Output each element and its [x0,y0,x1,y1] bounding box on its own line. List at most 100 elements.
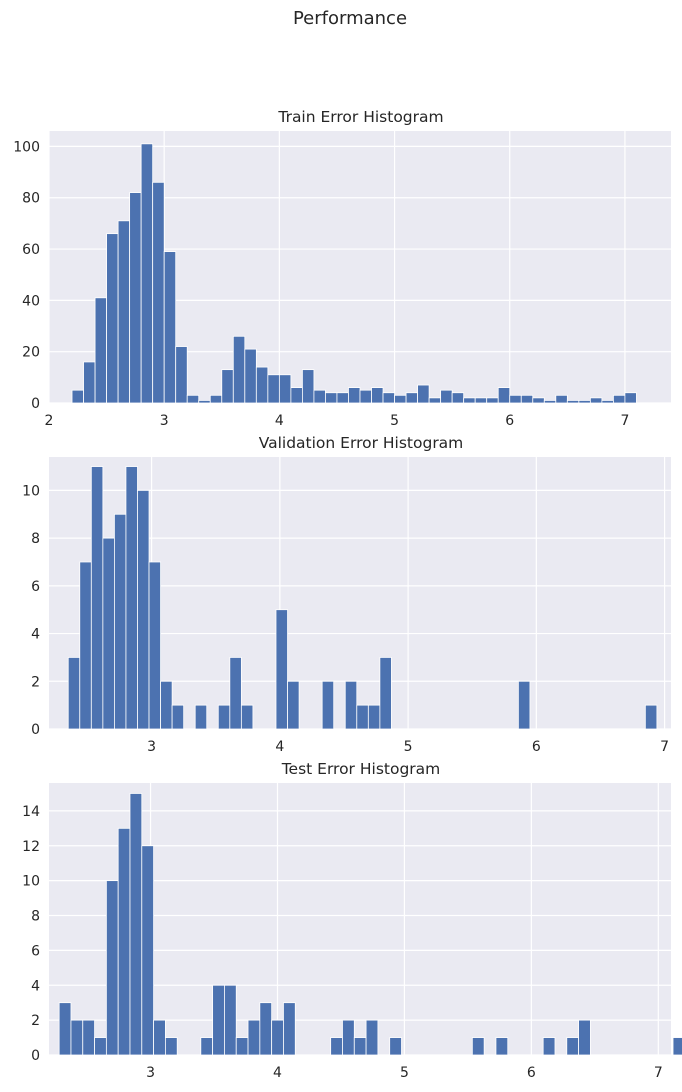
train-histogram-bar [417,384,430,404]
train-histogram-bar [255,366,269,404]
train-histogram-bar [106,233,119,404]
test-histogram-bar [542,1037,556,1056]
test-histogram-bar [58,1002,72,1056]
validation-x-tick-label: 5 [404,739,413,755]
validation-error-histogram-panel: 3 4 5 6 7 0 2 4 6 8 10 Validation Error Histogram [22,434,671,755]
train-histogram-bar [463,397,476,404]
validation-histogram-bar [217,704,231,730]
train-histogram-bar [140,143,154,404]
train-x-tick-label: 5 [390,413,399,429]
train-x-tick-label: 7 [620,413,629,429]
validation-histogram-bar [287,680,300,730]
train-histogram-bar [566,400,580,404]
test-histogram-bar [70,1019,84,1056]
test-histogram-bar [259,1002,273,1056]
train-histogram-bar [520,394,534,404]
train-histogram-bar [589,397,603,404]
test-histogram-bar [471,1037,485,1056]
train-histogram-bar [601,400,614,404]
test-x-tick-label: 3 [146,1065,155,1081]
test-histogram-bar [94,1037,107,1056]
train-histogram-bar [163,251,177,404]
validation-histogram-bar [125,466,138,730]
train-histogram-bar [94,297,107,404]
validation-histogram-bar [90,466,104,730]
test-y-tick-label: 8 [31,909,40,925]
validation-y-tick-label: 6 [31,579,40,595]
train-histogram-bar [624,392,637,404]
test-y-tick-label: 14 [22,804,40,820]
validation-x-tick-label: 4 [275,739,284,755]
test-histogram-bar [235,1037,249,1056]
validation-x-tick-label: 6 [532,739,541,755]
train-histogram-bar [509,394,522,404]
test-histogram-bar [342,1019,355,1056]
validation-x-tick-label: 7 [660,739,669,755]
train-error-histogram-panel: 2 3 4 5 6 7 0 20 40 60 80 100 Train Error Histogram [13,108,671,429]
train-histogram-bar [405,392,418,404]
validation-histogram-bar [79,561,92,730]
train-histogram-bar [209,394,223,404]
validation-histogram-bar [67,657,81,730]
test-x-tick-label: 4 [273,1065,282,1081]
train-histogram-bar [371,387,384,404]
test-histogram-bar [153,1019,166,1056]
train-y-tick-label: 80 [22,191,40,207]
train-y-tick-label: 100 [13,139,40,155]
test-x-tick-label: 6 [527,1065,536,1081]
test-x-tick-label: 7 [654,1065,663,1081]
test-histogram-bar [129,793,143,1056]
test-histogram-bar [141,845,154,1056]
train-histogram-bar [198,400,211,404]
validation-histogram-bar [137,490,150,730]
train-histogram-bar [175,346,188,404]
test-histogram-bar [224,984,237,1056]
test-histogram-bar [82,1019,95,1056]
validation-histogram-bar [148,561,161,730]
train-x-tick-label: 2 [45,413,54,429]
train-x-tick-label: 3 [160,413,169,429]
validation-y-tick-label: 4 [31,627,40,643]
validation-x-tick-label: 3 [147,739,156,755]
train-histogram-bar [486,397,499,404]
test-histogram-bar [200,1037,214,1056]
figure-title: Performance [293,8,407,29]
test-histogram-bar [330,1037,343,1056]
validation-y-tick-label: 8 [31,531,40,547]
validation-histogram-bar [344,680,358,730]
validation-histogram-bar [356,704,369,730]
train-histogram-bar [117,220,131,404]
train-x-tick-label: 6 [505,413,514,429]
train-y-tick-label: 0 [31,396,40,412]
validation-histogram-bar [194,704,208,730]
validation-y-tick-label: 0 [31,722,40,738]
test-y-tick-label: 10 [22,874,40,890]
test-y-tick-label: 2 [31,1013,40,1029]
train-x-tick-label: 4 [275,413,284,429]
train-histogram-bar [83,361,96,404]
validation-histogram-bar [102,537,115,730]
train-histogram-bar [325,392,338,404]
test-histogram-bar [672,1037,682,1056]
train-histogram-bar [186,394,200,404]
train-histogram-bar [278,374,292,404]
test-y-tick-label: 6 [31,943,40,959]
validation-histogram-bar [367,704,381,730]
train-histogram-bar [474,397,488,404]
train-histogram-bar [71,389,84,404]
test-histogram-bar [353,1037,367,1056]
train-histogram-title: Train Error Histogram [277,108,443,126]
test-x-tick-label: 5 [400,1065,409,1081]
train-histogram-bar [555,394,568,404]
test-histogram-bar [271,1019,284,1056]
train-histogram-bar [532,397,545,404]
validation-histogram-bar [160,680,173,730]
test-histogram-bar [566,1037,579,1056]
train-y-tick-label: 60 [22,242,40,258]
train-histogram-bar [440,389,453,404]
train-y-tick-label: 40 [22,293,40,309]
train-histogram-bar [221,369,234,404]
test-histogram-bar [389,1037,402,1056]
train-histogram-bar [267,374,280,404]
